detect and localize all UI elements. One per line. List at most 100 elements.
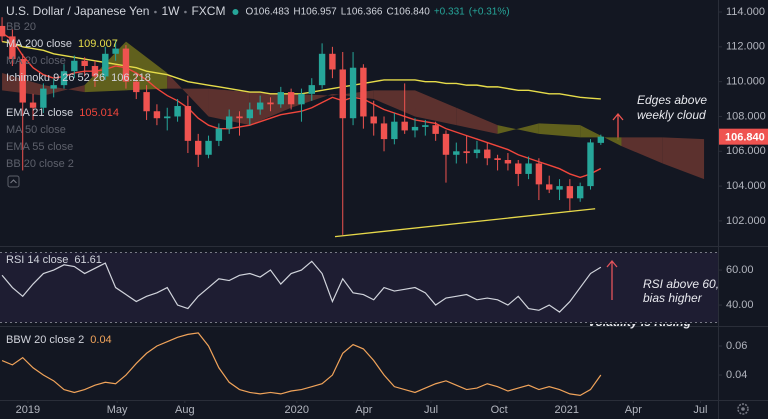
candle-body [463,151,470,154]
y-tick-label: 110.000 [726,76,765,88]
candle-body [91,65,99,77]
hidden-indicator-label: BB 20 close 2 [6,158,74,170]
candle-body [50,85,57,89]
candle-body [411,126,419,131]
candle-body [535,163,543,185]
indicator-label: Ichimoku 9 26 52 26 [6,72,105,84]
x-tick-label: 2021 [555,404,579,416]
candle-body [391,121,398,140]
candle-body [143,92,150,112]
candle-body [0,25,6,37]
interval: 1W [161,4,180,18]
candle-body [19,59,26,103]
indicator-value: 106.218 [111,72,151,84]
ohlc-value: C106.840 [386,7,430,18]
ichimoku-cloud [538,123,581,138]
change-percent: (+0.31%) [469,7,510,18]
candle-body [184,106,192,141]
settings-icon[interactable] [737,403,749,415]
price-tag-label: 106.840 [725,132,765,144]
indicator-label: EMA 21 close [6,107,73,119]
hidden-indicator-label: MA 20 close [6,55,66,67]
y-tick-label: 106.000 [726,145,766,157]
candle-body [205,140,212,155]
ichimoku-cloud [415,90,457,126]
indicator-value: 61.61 [74,254,102,266]
indicator-line [1,260,602,313]
candle-body [525,163,532,174]
candle-body [164,116,171,119]
front-layer: 102.000 104.000 106.000 108.000 110.000 112.0… [6,4,768,416]
candle-body [267,102,274,105]
indicator-line [1,332,602,396]
candle-body [546,184,553,190]
band-fill [0,252,718,323]
y-tick-label: 112.000 [726,41,765,53]
hidden-indicator-label: EMA 55 close [6,141,73,153]
candle-body [287,92,295,105]
candle-body [133,81,140,93]
ichimoku-cloud [497,123,539,134]
x-tick-label: Jul [693,404,707,416]
candle-body [225,116,233,129]
indicator-label: MA 200 close [6,38,72,50]
x-tick-label: May [107,404,128,416]
ohlc-value: H106.957 [293,7,337,18]
candle-body [195,140,202,155]
candle-body [122,48,130,82]
candle-body [515,163,522,174]
candle-body [339,69,346,119]
y-tick-label: 40.00 [726,299,754,311]
x-tick-label: Jul [424,404,438,416]
y-tick-label: 0.04 [726,369,747,381]
annotation: RSI above 60, [643,277,719,291]
x-tick-label: 2019 [16,404,40,416]
indicator-value: 0.04 [90,334,111,346]
candle-body [40,88,47,108]
candle-body [60,71,68,86]
x-tick-label: Apr [625,404,642,416]
candle-body [453,151,460,155]
symbol-title: U.S. Dollar / Japanese Yen [6,4,149,18]
candle-body [215,128,223,141]
y-tick-label: 0.06 [726,340,747,352]
candle-body [174,106,181,117]
x-tick-label: Apr [355,404,372,416]
ichimoku-cloud [456,107,498,134]
separator-dot [154,10,157,14]
back-layer [0,17,718,396]
annotation: Edges above [637,93,707,107]
ohlc-value: O106.483 [245,7,289,18]
candle-body [81,60,88,66]
candle-body [473,149,481,154]
candle-body [256,102,264,110]
y-tick-label: 114.000 [726,6,765,18]
ichimoku-cloud [662,137,705,180]
indicator-pane [0,252,718,324]
indicator-value: 105.014 [79,107,119,119]
exchange: FXCM [191,4,225,18]
candle-body [29,102,37,108]
y-tick-label: 108.000 [726,110,766,122]
candle-body [236,116,243,119]
candle-body [153,111,161,119]
collapse-legend-button[interactable] [7,175,20,188]
candle-body [102,53,109,77]
candle-body [308,85,315,94]
y-tick-label: 60.00 [726,264,754,276]
candle-body [277,92,284,105]
hidden-indicator-label: BB 20 [6,21,36,33]
price-tag [719,128,768,145]
x-tick-label: Oct [491,404,508,416]
annotation: Volatility is Rising [588,315,692,329]
annotation: bias higher [643,291,703,305]
candle-body [360,67,367,117]
x-tick-label: 2020 [285,404,309,416]
price-pane [0,17,705,238]
candle-body [349,67,357,119]
y-tick-label: 102.000 [726,215,766,227]
market-status [232,9,239,15]
candle-body [494,158,501,160]
